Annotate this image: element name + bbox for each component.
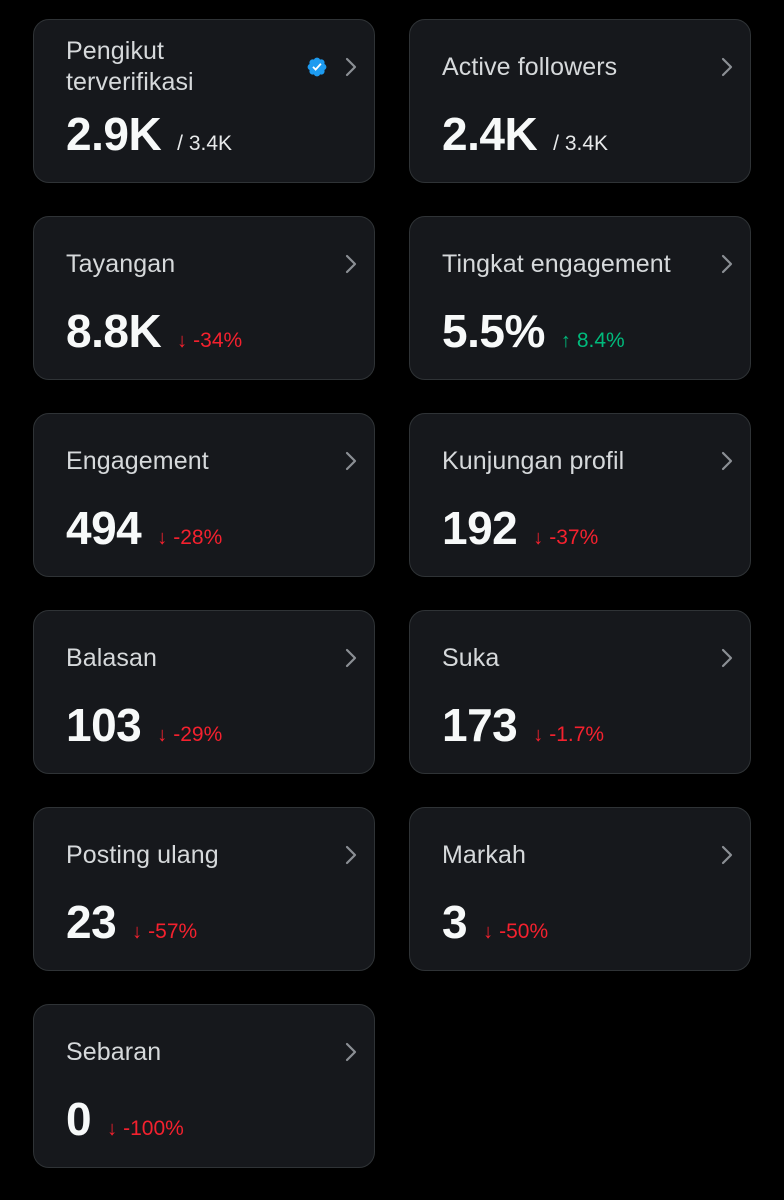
delta-value: -1.7% <box>549 723 605 746</box>
chevron-right-icon <box>345 845 357 865</box>
verified-badge-icon <box>307 57 327 77</box>
card-replies[interactable]: Balasan 103 ↓ -29% <box>33 610 375 774</box>
card-title: Tingkat engagement <box>442 250 671 278</box>
chevron-right-icon <box>721 254 733 274</box>
arrow-down-icon: ↓ <box>157 724 168 746</box>
metric-delta: ↓ -28% <box>157 526 222 550</box>
delta-value: -34% <box>193 329 243 352</box>
value-row: 8.8K ↓ -34% <box>66 305 242 357</box>
value-row: 2.9K / 3.4K <box>66 108 232 160</box>
metric-delta: ↓ -37% <box>533 526 598 550</box>
delta-value: -37% <box>549 526 599 549</box>
value-row: 494 ↓ -28% <box>66 502 222 554</box>
chevron-right-icon <box>721 648 733 668</box>
arrow-down-icon: ↓ <box>533 724 544 746</box>
metric-value: 23 <box>66 896 117 948</box>
delta-value: 8.4% <box>576 329 625 352</box>
card-verified-followers[interactable]: Pengikut terverifikasi 2.9K / 3.4K <box>33 19 375 183</box>
metric-value: 173 <box>442 699 518 751</box>
arrow-down-icon: ↓ <box>177 330 188 352</box>
value-row: 5.5% ↑ 8.4% <box>442 305 625 357</box>
chevron-right-icon <box>721 451 733 471</box>
card-title: Tayangan <box>66 250 176 278</box>
card-title: Balasan <box>66 644 158 672</box>
value-row: 23 ↓ -57% <box>66 896 197 948</box>
value-row: 0 ↓ -100% <box>66 1093 184 1145</box>
metric-value: 3 <box>442 896 468 948</box>
card-reposts[interactable]: Posting ulang 23 ↓ -57% <box>33 807 375 971</box>
chevron-right-icon <box>345 1042 357 1062</box>
metric-value: 2.9K <box>66 108 162 160</box>
delta-value: -57% <box>148 920 198 943</box>
value-row: 2.4K / 3.4K <box>442 108 608 160</box>
chevron-right-icon <box>345 254 357 274</box>
arrow-down-icon: ↓ <box>483 921 494 943</box>
metric-delta: ↑ 8.4% <box>561 329 625 353</box>
metric-delta: ↓ -50% <box>483 920 548 944</box>
metric-value: 494 <box>66 502 142 554</box>
arrow-down-icon: ↓ <box>132 921 143 943</box>
chevron-right-icon <box>345 57 357 77</box>
metric-value: 5.5% <box>442 305 545 357</box>
metric-delta: ↓ -34% <box>177 329 242 353</box>
card-title: Engagement <box>66 447 209 475</box>
card-engagement-rate[interactable]: Tingkat engagement 5.5% ↑ 8.4% <box>409 216 751 380</box>
arrow-down-icon: ↓ <box>107 1118 118 1140</box>
metric-delta: ↓ -1.7% <box>533 723 604 747</box>
chevron-right-icon <box>721 57 733 77</box>
card-active-followers[interactable]: Active followers 2.4K / 3.4K <box>409 19 751 183</box>
value-row: 3 ↓ -50% <box>442 896 548 948</box>
delta-value: -29% <box>173 723 223 746</box>
value-row: 173 ↓ -1.7% <box>442 699 604 751</box>
card-title: Suka <box>442 644 500 672</box>
metric-delta: ↓ -29% <box>157 723 222 747</box>
arrow-up-icon: ↑ <box>560 330 571 352</box>
arrow-down-icon: ↓ <box>157 527 168 549</box>
metric-value: 0 <box>66 1093 92 1145</box>
delta-value: -100% <box>123 1117 184 1140</box>
card-engagement[interactable]: Engagement 494 ↓ -28% <box>33 413 375 577</box>
card-title: Kunjungan profil <box>442 447 625 475</box>
card-title: Pengikut terverifikasi <box>66 37 194 96</box>
chevron-right-icon <box>721 845 733 865</box>
chevron-right-icon <box>345 451 357 471</box>
delta-value: -28% <box>173 526 223 549</box>
metric-total: / 3.4K <box>553 132 609 155</box>
card-bookmarks[interactable]: Markah 3 ↓ -50% <box>409 807 751 971</box>
metric-value: 2.4K <box>442 108 538 160</box>
card-impressions[interactable]: Tayangan 8.8K ↓ -34% <box>33 216 375 380</box>
card-profile-visits[interactable]: Kunjungan profil 192 ↓ -37% <box>409 413 751 577</box>
card-title: Markah <box>442 841 526 869</box>
value-row: 192 ↓ -37% <box>442 502 598 554</box>
card-likes[interactable]: Suka 173 ↓ -1.7% <box>409 610 751 774</box>
card-shares[interactable]: Sebaran 0 ↓ -100% <box>33 1004 375 1168</box>
card-title: Posting ulang <box>66 841 219 869</box>
metric-value: 8.8K <box>66 305 162 357</box>
card-title: Active followers <box>442 53 618 81</box>
metrics-grid: Pengikut terverifikasi 2.9K / 3.4K Activ… <box>33 19 751 1168</box>
delta-value: -50% <box>499 920 549 943</box>
metric-delta: ↓ -100% <box>107 1117 184 1141</box>
chevron-right-icon <box>345 648 357 668</box>
metric-delta: ↓ -57% <box>132 920 197 944</box>
metric-value: 192 <box>442 502 518 554</box>
card-title: Sebaran <box>66 1038 162 1066</box>
value-row: 103 ↓ -29% <box>66 699 222 751</box>
metric-value: 103 <box>66 699 142 751</box>
arrow-down-icon: ↓ <box>533 527 544 549</box>
metric-total: / 3.4K <box>177 132 233 155</box>
